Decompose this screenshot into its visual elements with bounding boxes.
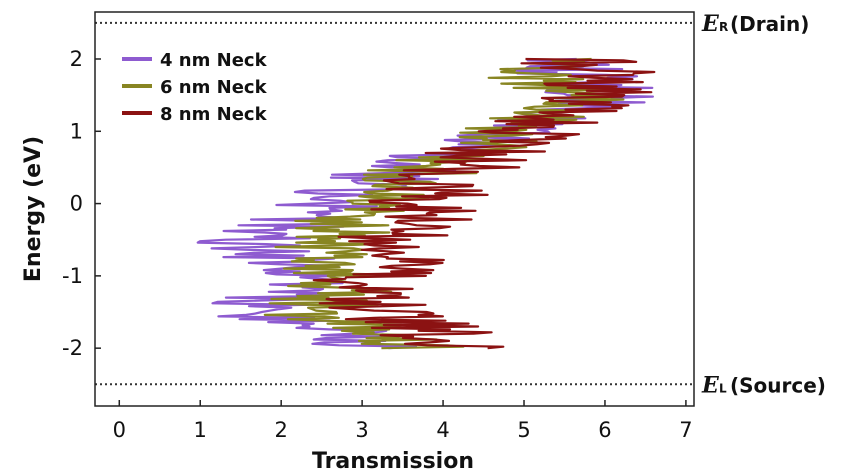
plot-frame bbox=[94, 11, 695, 407]
y-axis-label: Energy (eV) bbox=[21, 136, 46, 282]
y-tick-label: 1 bbox=[70, 119, 83, 143]
reference-subscript: R bbox=[719, 20, 728, 34]
x-tick-label: 6 bbox=[598, 418, 611, 442]
x-tick-label: 3 bbox=[355, 418, 368, 442]
series-layer bbox=[196, 57, 656, 350]
legend-label: 8 nm Neck bbox=[160, 104, 268, 125]
reference-symbol: E bbox=[701, 372, 720, 398]
x-axis-label: Transmission bbox=[312, 449, 474, 471]
y-tick-label: 2 bbox=[70, 47, 83, 71]
y-tick-label: 0 bbox=[70, 192, 83, 216]
reference-symbol: E bbox=[701, 11, 720, 37]
reference-level-labels: E R (Drain)E L (Source) bbox=[701, 11, 826, 398]
x-tick-label: 1 bbox=[194, 418, 207, 442]
x-axis-ticks: 0 1 2 3 4 5 6 7 bbox=[113, 400, 693, 442]
reference-subscript: L bbox=[719, 381, 727, 395]
y-tick-label: -2 bbox=[62, 336, 83, 360]
y-axis-ticks: -2 -1 0 1 2 bbox=[62, 47, 101, 360]
x-tick-label: 7 bbox=[679, 418, 692, 442]
reference-label: (Drain) bbox=[730, 12, 809, 36]
legend: 4 nm Neck 6 nm Neck 8 nm Neck bbox=[122, 50, 268, 125]
x-tick-label: 4 bbox=[436, 418, 449, 442]
legend-label: 4 nm Neck bbox=[160, 50, 268, 71]
x-tick-label: 2 bbox=[274, 418, 287, 442]
legend-label: 6 nm Neck bbox=[160, 77, 268, 98]
x-tick-label: 0 bbox=[113, 418, 126, 442]
x-tick-label: 5 bbox=[517, 418, 530, 442]
reference-label: (Source) bbox=[730, 373, 826, 397]
y-tick-label: -1 bbox=[62, 264, 83, 288]
series-line-3 bbox=[312, 57, 656, 350]
